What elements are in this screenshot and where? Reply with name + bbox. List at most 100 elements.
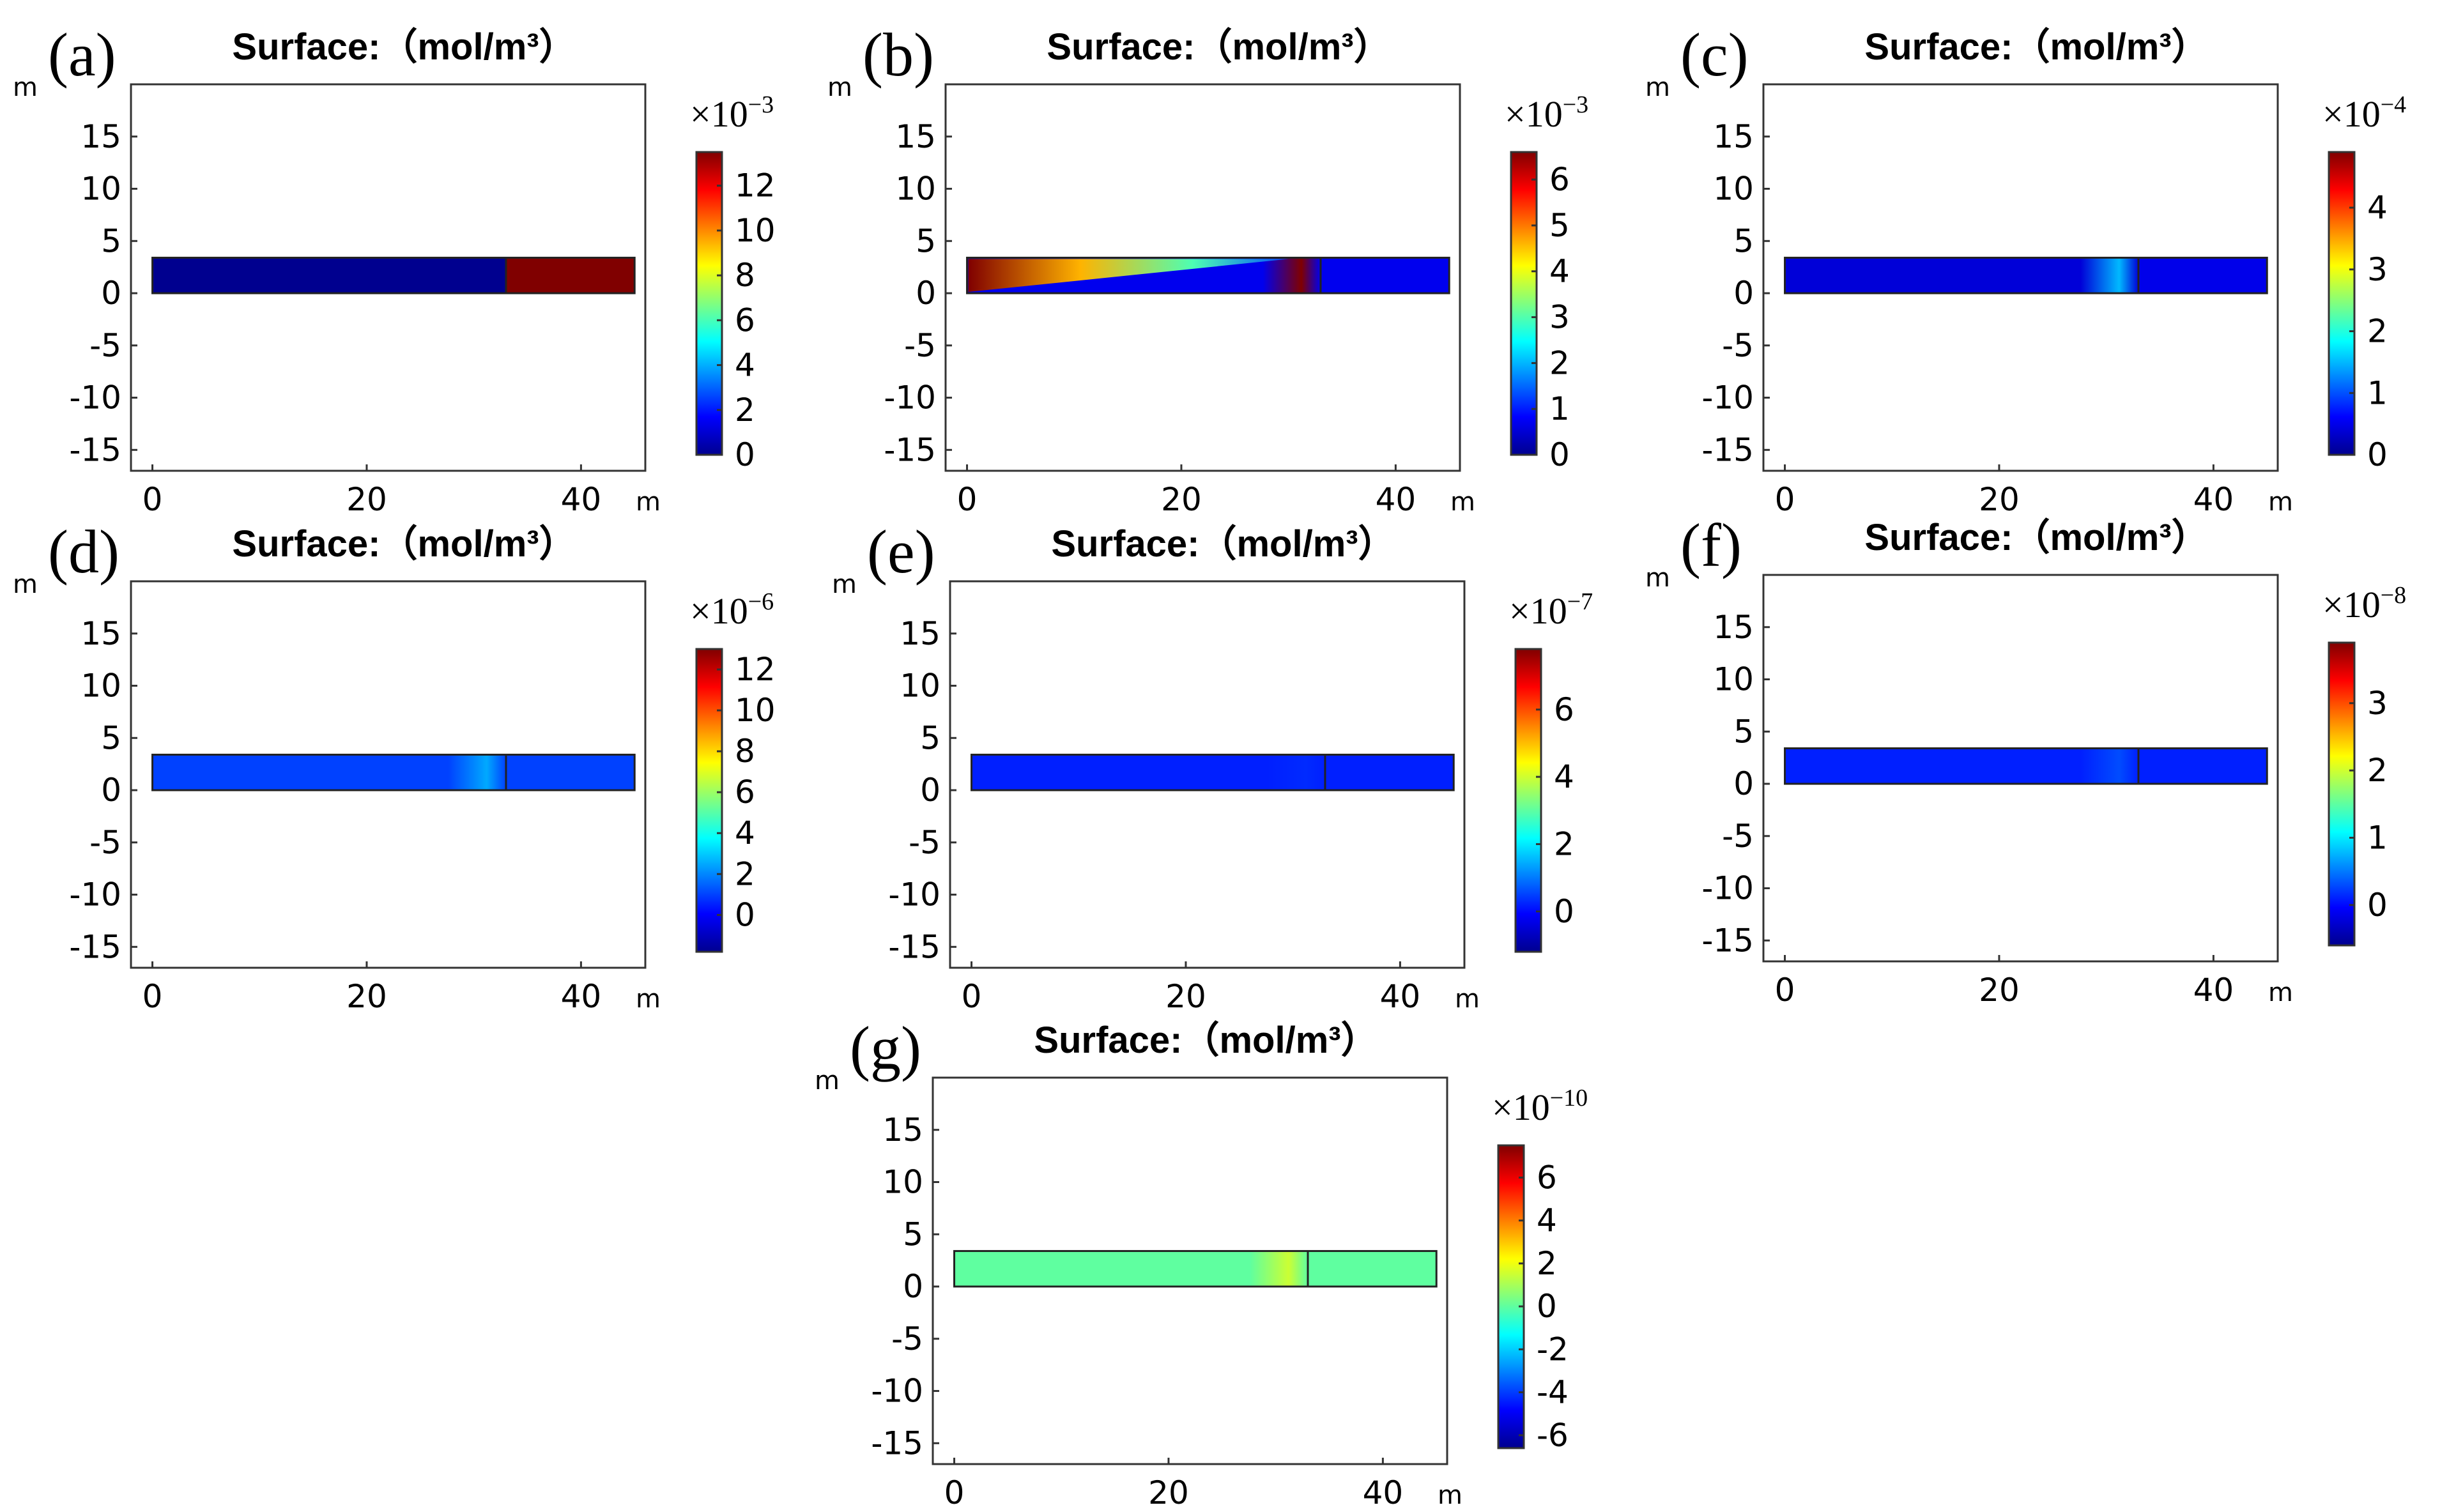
colorbar-tick-label: 10: [735, 692, 776, 729]
y-axis-label: m: [1645, 563, 1670, 593]
colorbar-tick-label: 12: [735, 651, 776, 688]
x-tick-label: 40: [2193, 972, 2234, 1009]
y-tick-label: 15: [895, 118, 936, 155]
panel-label: (d): [48, 517, 119, 586]
y-tick-label: -15: [1701, 431, 1754, 468]
y-axis-label: m: [832, 570, 857, 599]
panel-label: (b): [863, 20, 934, 89]
y-tick-label: 5: [1733, 713, 1754, 750]
plot-title: Surface:（mol/m³）: [1051, 523, 1395, 565]
colorbar-tick-label: 5: [1549, 207, 1570, 244]
concentration-field: [151, 753, 636, 791]
concentration-field: [1784, 747, 2268, 785]
y-tick-label: -10: [69, 876, 121, 913]
y-tick-label: 10: [81, 668, 121, 705]
x-tick-label: 0: [957, 481, 978, 518]
colorbar-scale-label: ×10−10: [1492, 1085, 1588, 1128]
colorbar-tick-label: 12: [735, 167, 776, 204]
x-tick-label: 40: [561, 978, 602, 1015]
y-tick-label: 0: [916, 275, 936, 312]
x-tick-label: 20: [346, 978, 387, 1015]
colorbar-tick-label: 4: [735, 347, 755, 384]
colorbar-tick-label: 3: [1549, 299, 1570, 336]
plot-title: Surface:（mol/m³）: [1864, 26, 2208, 68]
y-tick-label: -5: [909, 824, 940, 861]
colorbar-tick-label: 6: [1549, 161, 1570, 198]
x-tick-label: 20: [1979, 972, 2020, 1009]
x-tick-label: 40: [1376, 481, 1416, 518]
colorbar-tick-label: 0: [2367, 436, 2388, 473]
x-tick-label: 0: [944, 1474, 965, 1511]
colorbar-tick-label: 8: [735, 257, 755, 294]
x-tick-label: 20: [1161, 481, 1202, 518]
y-tick-label: 10: [81, 171, 121, 208]
x-tick-label: 20: [1979, 481, 2020, 518]
colorbar-tick-label: 3: [2367, 685, 2388, 722]
y-tick-label: -15: [871, 1424, 923, 1462]
y-tick-label: 5: [920, 719, 940, 756]
y-tick-label: 15: [882, 1111, 923, 1149]
x-axis-label: m: [1455, 984, 1480, 1014]
concentration-field: [953, 1249, 1438, 1288]
concentration-field: [151, 256, 636, 294]
colorbar-scale-label: ×10−4: [2322, 91, 2406, 135]
y-tick-label: 5: [101, 222, 121, 259]
y-tick-label: -10: [1701, 379, 1754, 416]
colorbar-tick-label: 2: [1554, 825, 1574, 862]
colorbar-tick-label: -2: [1537, 1331, 1569, 1368]
colorbar-tick-label: 4: [1554, 758, 1574, 795]
colorbar-tick-label: 4: [2367, 189, 2388, 226]
y-tick-label: -5: [904, 327, 936, 364]
y-tick-label: -5: [89, 327, 121, 364]
x-axis-label: m: [2268, 978, 2293, 1007]
colorbar-tick-label: 2: [1549, 344, 1570, 381]
y-tick-label: -10: [884, 379, 936, 416]
panel-g: (g) Surface:（mol/m³） m 15 10 5 0 -5 -10 -15 0 20 40 m…: [815, 1014, 1588, 1511]
plot-title: Surface:（mol/m³）: [1034, 1019, 1378, 1061]
y-tick-label: 10: [900, 668, 940, 705]
colorbar: [1497, 1144, 1525, 1449]
x-tick-label: 40: [2193, 481, 2234, 518]
x-tick-label: 0: [142, 481, 163, 518]
colorbar-tick-label: 1: [2367, 374, 2388, 411]
y-tick-label: -10: [1701, 870, 1754, 907]
y-tick-label: -15: [888, 928, 940, 965]
x-tick-label: 0: [1775, 481, 1795, 518]
concentration-field: [1784, 256, 2268, 294]
colorbar-tick-label: 6: [735, 774, 755, 811]
panel-label: (a): [48, 20, 116, 89]
plot-title: Surface:（mol/m³）: [1047, 26, 1390, 68]
plot-title: Surface:（mol/m³）: [232, 523, 576, 565]
y-tick-label: -5: [1722, 818, 1754, 855]
colorbar-tick-label: 2: [2367, 752, 2388, 789]
y-tick-label: -5: [891, 1320, 923, 1357]
y-tick-label: 15: [900, 615, 940, 652]
x-tick-label: 40: [561, 481, 602, 518]
colorbar-tick-label: 0: [735, 436, 755, 473]
y-tick-label: 10: [882, 1164, 923, 1201]
y-tick-label: 0: [1733, 765, 1754, 802]
y-tick-label: 5: [903, 1216, 923, 1253]
y-tick-label: -10: [871, 1373, 923, 1410]
y-axis-label: m: [13, 570, 38, 599]
colorbar-tick-label: 1: [2367, 819, 2388, 856]
panel-label: (g): [850, 1014, 921, 1082]
y-tick-label: 5: [1733, 222, 1754, 259]
colorbar-tick-label: 2: [735, 855, 755, 892]
y-axis-label: m: [815, 1066, 840, 1096]
y-tick-label: -15: [884, 431, 936, 468]
y-tick-label: 15: [81, 118, 121, 155]
x-tick-label: 20: [1148, 1474, 1189, 1511]
x-tick-label: 40: [1363, 1474, 1404, 1511]
colorbar-tick-label: 8: [735, 733, 755, 770]
colorbar-tick-label: 2: [735, 392, 755, 429]
colorbar-tick-label: 0: [1537, 1288, 1557, 1325]
colorbar-scale-label: ×10−3: [690, 91, 774, 135]
colorbar-scale-label: ×10−6: [690, 588, 774, 632]
x-axis-label: m: [1438, 1481, 1462, 1510]
colorbar: [695, 151, 723, 456]
colorbar: [695, 648, 723, 953]
